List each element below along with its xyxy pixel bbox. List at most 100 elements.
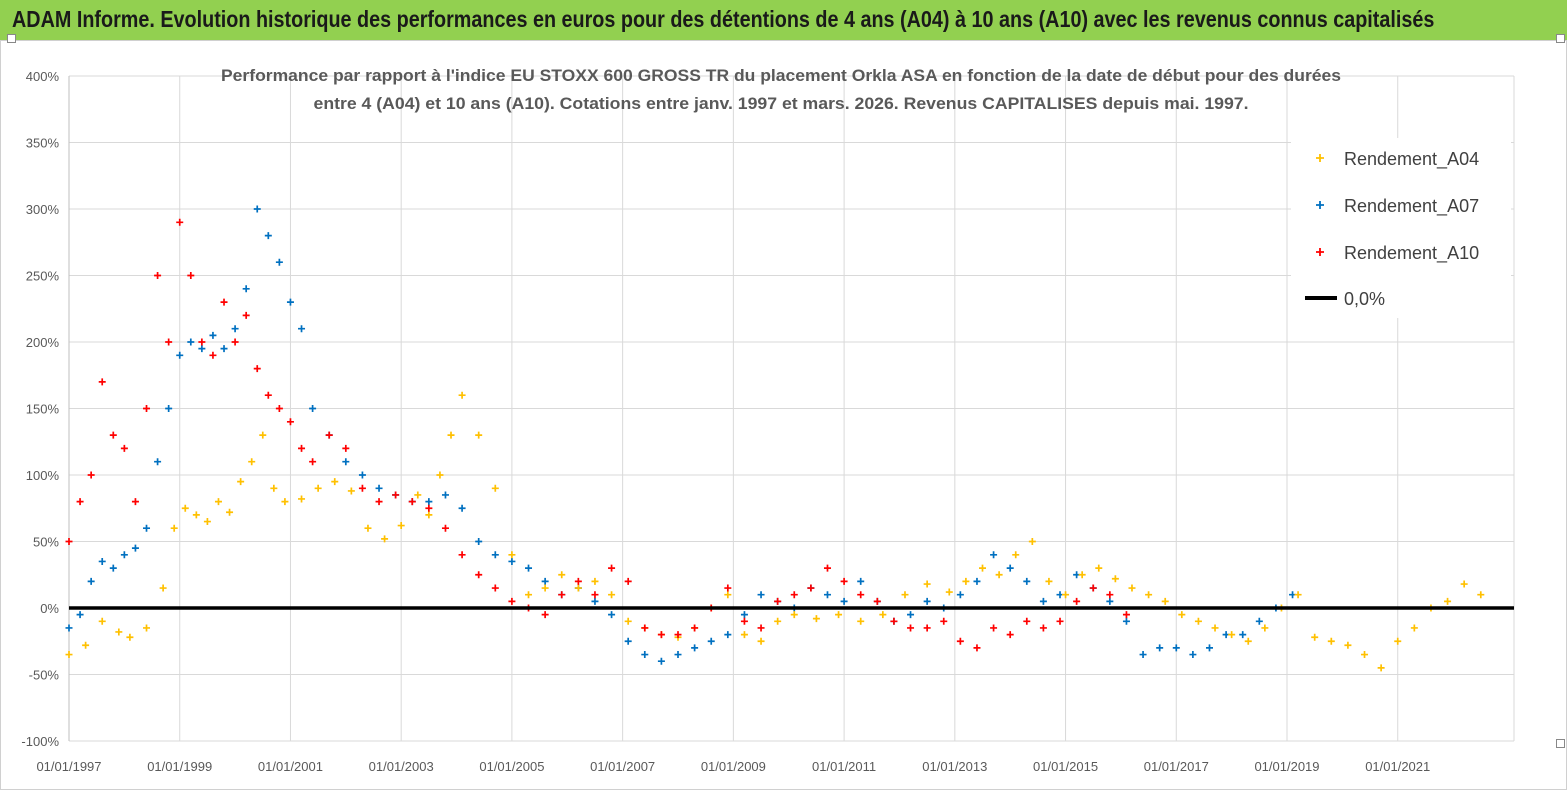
data-point [508,557,516,565]
data-point [558,571,566,579]
data-point [1394,637,1402,645]
data-point [558,591,566,599]
data-point [159,584,167,592]
data-point [1327,637,1335,645]
data-point [541,584,549,592]
data-point [475,538,483,545]
data-point [525,591,533,599]
data-point [1161,597,1169,605]
data-point [214,498,222,506]
data-point [907,611,915,619]
x-tick-label: 01/01/2007 [590,759,655,774]
data-point [1145,591,1153,599]
y-tick-label: -50% [29,668,60,683]
data-point [608,611,616,619]
data-point [131,498,139,506]
chart-title-line1: Performance par rapport à l'indice EU ST… [221,66,1341,85]
data-point [740,611,748,619]
data-point [143,624,151,632]
data-point [1106,597,1114,605]
data-point [375,484,383,492]
data-point [757,637,765,645]
x-tick-label: 01/01/2021 [1365,759,1430,774]
data-point [298,495,306,503]
data-point [923,624,931,632]
legend-label: Rendement_A10 [1344,243,1479,264]
data-point [82,641,90,649]
data-point [165,405,173,412]
data-point [901,591,909,599]
data-point [657,657,665,665]
data-point [990,551,998,559]
data-point [154,458,162,466]
data-point [857,591,865,599]
data-point [641,624,649,632]
data-point [508,551,516,559]
data-point [879,611,887,619]
data-point [541,611,549,619]
data-point [812,615,820,623]
y-tick-label: 0% [40,601,59,616]
y-axis: 400% 350% 300% 250% 200% 150% 100% 50% 0% -50% -10… [21,69,59,749]
data-point [1206,644,1213,652]
data-point [1311,633,1319,641]
x-axis: 01/01/1997 01/01/1999 01/01/2001 01/01/2003… [36,759,1430,774]
legend: Rendement_A04 Rendement_A07 Rendement_A10 0… [1291,138,1511,318]
data-point [740,631,748,639]
data-point [1139,651,1147,659]
y-tick-label: 250% [26,269,60,284]
data-point [331,478,339,486]
data-point [940,617,948,625]
data-point [835,611,843,619]
data-point [226,508,234,516]
y-tick-label: 100% [26,468,60,483]
data-point [608,564,616,572]
data-point [956,637,964,645]
data-point [1477,591,1485,599]
data-point [264,232,272,240]
data-point [198,338,206,346]
data-point [65,651,73,659]
data-point [591,591,599,599]
data-point [1460,580,1468,588]
data-point [1039,597,1047,605]
data-point [1023,577,1031,585]
x-tick-label: 01/01/1999 [147,759,212,774]
data-point [231,325,239,333]
x-tick-label: 01/01/2013 [922,759,987,774]
x-tick-label: 01/01/2005 [479,759,544,774]
data-point [364,524,372,532]
data-point [1156,644,1164,652]
data-point [447,431,455,439]
data-point [347,487,355,495]
data-point [414,491,422,499]
data-point [87,577,95,585]
resize-handle[interactable] [1556,739,1565,748]
data-point [1028,538,1036,545]
data-point [1444,597,1452,605]
data-point [309,405,317,412]
data-point [425,511,433,519]
data-point [1172,644,1180,652]
data-point [181,504,189,512]
legend-marker [1316,248,1324,256]
data-point [314,484,322,492]
data-point [945,588,953,596]
data-point [1095,564,1103,572]
data-point [691,644,699,652]
data-point [109,431,117,439]
data-point [392,491,400,499]
y-tick-label: 200% [26,335,60,350]
resize-handle[interactable] [1556,34,1565,43]
data-point [973,644,981,652]
data-point [1122,617,1130,625]
x-tick-label: 01/01/1997 [36,759,101,774]
data-point [342,444,350,452]
y-tick-label: 50% [33,535,59,550]
chart-title-line2: entre 4 (A04) et 10 ans (A10). Cotations… [314,94,1249,113]
resize-handle[interactable] [7,34,16,43]
data-point [1261,624,1269,632]
data-point [253,205,261,213]
x-tick-label: 01/01/2003 [369,759,434,774]
data-point [286,298,294,306]
